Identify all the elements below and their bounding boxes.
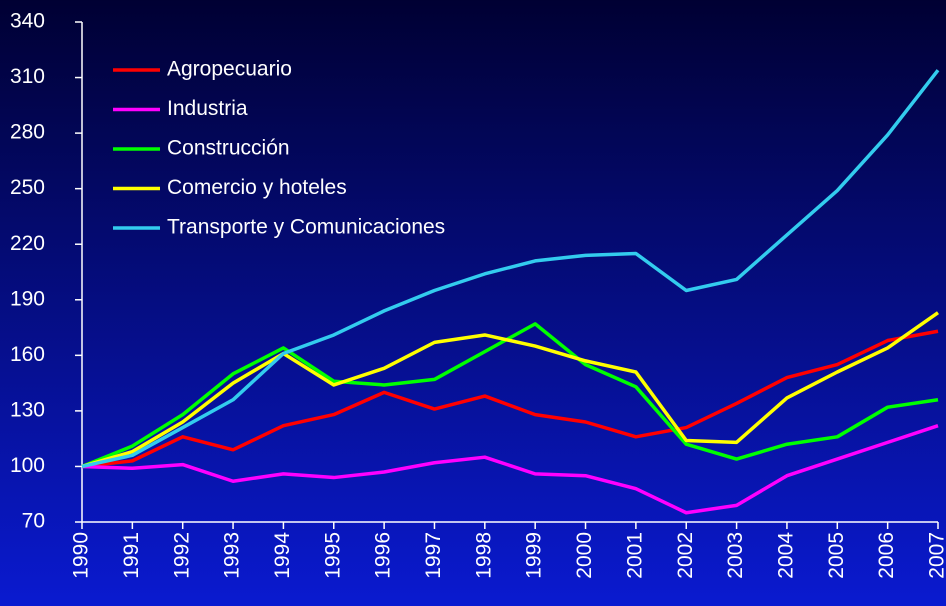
legend-label: Construcción (167, 137, 290, 160)
series-line (81, 69, 940, 469)
legend-label: Agropecuario (167, 58, 292, 81)
y-tick-label: 220 (10, 232, 45, 255)
y-tick-label: 190 (10, 287, 45, 310)
series-line (81, 329, 939, 469)
legend-label: Transporte y Comunicaciones (167, 216, 445, 239)
x-tick-label: 2000 (573, 532, 596, 579)
y-tick-label: 310 (10, 65, 45, 88)
series-line (81, 424, 939, 515)
x-tick-label: 2006 (875, 532, 898, 579)
y-tick-label: 70 (22, 510, 45, 533)
x-tick-label: 1994 (271, 532, 294, 579)
y-tick-label: 160 (10, 343, 45, 366)
x-tick-label: 1998 (472, 532, 495, 579)
x-tick-label: 1996 (372, 532, 395, 579)
x-tick-label: 1990 (70, 532, 93, 579)
x-tick-label: 2001 (623, 532, 646, 579)
x-tick-label: 1999 (523, 532, 546, 579)
legend-label: Industria (167, 97, 248, 120)
y-tick-label: 280 (10, 121, 45, 144)
y-tick-label: 250 (10, 176, 45, 199)
series-line (81, 311, 940, 469)
x-tick-label: 1997 (422, 532, 445, 579)
x-tick-label: 2007 (926, 532, 946, 579)
legend-label: Comercio y hoteles (167, 176, 347, 199)
x-tick-label: 2003 (724, 532, 747, 579)
x-tick-label: 2002 (674, 532, 697, 579)
x-tick-label: 1993 (221, 532, 244, 579)
x-tick-label: 1992 (170, 532, 193, 579)
x-tick-label: 1991 (120, 532, 143, 579)
x-tick-label: 1995 (321, 532, 344, 579)
y-tick-label: 100 (10, 454, 45, 477)
series-line (81, 322, 939, 469)
y-tick-label: 130 (10, 398, 45, 421)
x-tick-label: 2005 (825, 532, 848, 579)
y-tick-label: 340 (10, 10, 45, 33)
x-tick-label: 2004 (774, 532, 797, 579)
